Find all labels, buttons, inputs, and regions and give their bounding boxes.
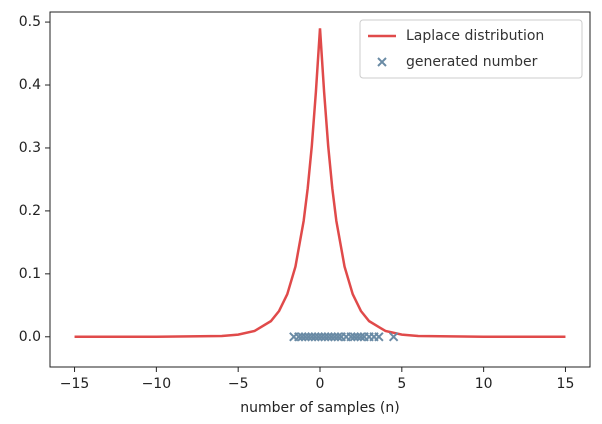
scatter-point bbox=[356, 332, 366, 342]
scatter-point bbox=[388, 332, 399, 342]
y-tick-label: 0.3 bbox=[19, 140, 41, 156]
legend-swatch bbox=[377, 57, 387, 67]
x-tick-label: −10 bbox=[142, 376, 172, 392]
y-tick-label: 0.2 bbox=[19, 203, 41, 219]
x-tick-label: −15 bbox=[60, 376, 90, 392]
scatter-point bbox=[333, 332, 343, 342]
line bbox=[74, 28, 566, 339]
x-tick-label: −5 bbox=[228, 376, 249, 392]
y-tick-label: 0.5 bbox=[19, 14, 41, 30]
plot-frame bbox=[49, 11, 591, 368]
x-tick-label: 5 bbox=[397, 376, 406, 392]
y-tick-label: 0.1 bbox=[19, 266, 41, 282]
x-axis-label: number of samples (n) bbox=[240, 400, 399, 416]
legend-label: generated number bbox=[406, 54, 538, 70]
legend-label: Laplace distribution bbox=[406, 28, 544, 44]
x-tick-label: 0 bbox=[316, 376, 325, 392]
x-tick-label: 15 bbox=[557, 376, 575, 392]
scatter-point bbox=[374, 332, 384, 342]
x-tick-label: 10 bbox=[475, 376, 493, 392]
y-tick-label: 0.4 bbox=[19, 77, 41, 93]
y-tick-label: 0.0 bbox=[19, 329, 41, 345]
legend-box bbox=[359, 19, 583, 79]
